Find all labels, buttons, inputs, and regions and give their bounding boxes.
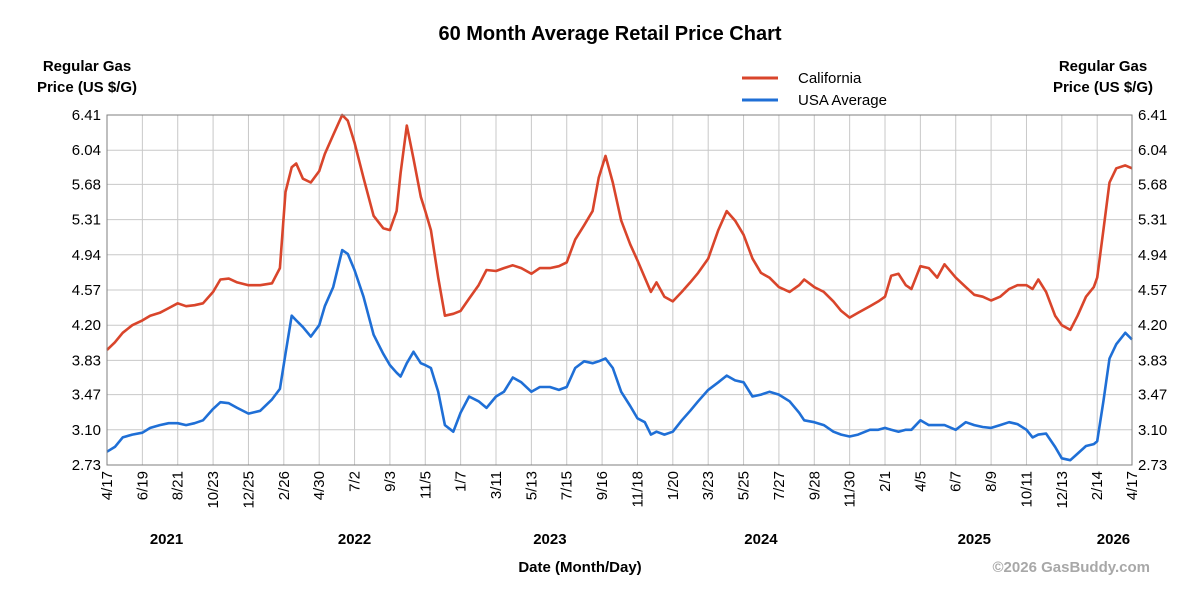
x-tick-label: 5/13 bbox=[523, 471, 540, 500]
y-tick-label-right: 4.20 bbox=[1138, 317, 1167, 334]
x-tick-label: 7/2 bbox=[347, 471, 364, 492]
y-tick-label-left: 2.73 bbox=[72, 457, 101, 474]
grid bbox=[106, 114, 1133, 466]
y-axis-title-left-line1: Regular Gas bbox=[43, 58, 131, 75]
y-tick-label-right: 3.83 bbox=[1138, 352, 1167, 369]
x-tick-label: 12/13 bbox=[1054, 471, 1071, 509]
year-labels: 2021 2022 2023 2024 2025 2026 bbox=[150, 531, 1130, 548]
x-tick-label: 8/9 bbox=[983, 471, 1000, 492]
x-tick-label: 2/26 bbox=[276, 471, 293, 500]
y-axis-title-left-line2: Price (US $/G) bbox=[37, 79, 137, 96]
x-tick-label: 8/21 bbox=[170, 471, 187, 500]
y-tick-label-left: 6.04 bbox=[72, 142, 101, 159]
year-label: 2025 bbox=[958, 531, 991, 548]
y-tick-label-right: 6.04 bbox=[1138, 142, 1167, 159]
x-tick-label: 7/15 bbox=[559, 471, 576, 500]
y-tick-label-left: 3.47 bbox=[72, 387, 101, 404]
year-label: 2023 bbox=[533, 531, 566, 548]
x-tick-label: 10/11 bbox=[1018, 471, 1035, 507]
x-tick-label: 3/23 bbox=[700, 471, 717, 500]
credit-text: ©2026 GasBuddy.com bbox=[993, 559, 1151, 576]
y-tick-label-right: 5.68 bbox=[1138, 176, 1167, 193]
y-tick-label-left: 4.20 bbox=[72, 317, 101, 334]
x-tick-label: 4/5 bbox=[912, 471, 929, 492]
plot-frame bbox=[106, 114, 1133, 466]
x-axis-title: Date (Month/Day) bbox=[518, 559, 641, 576]
year-label: 2021 bbox=[150, 531, 183, 548]
x-tick-label: 9/28 bbox=[806, 471, 823, 500]
series-line-usa-average bbox=[106, 248, 1133, 462]
x-tick-label: 5/25 bbox=[736, 471, 753, 500]
y-tick-label-right: 3.10 bbox=[1138, 422, 1167, 439]
x-tick-label: 6/19 bbox=[134, 471, 151, 500]
year-label: 2022 bbox=[338, 531, 371, 548]
y-tick-label-right: 5.31 bbox=[1138, 212, 1167, 229]
x-tick-label: 11/30 bbox=[842, 471, 859, 507]
y-tick-labels: 2.73 2.73 3.10 3.10 3.47 3.47 3.83 3.83 4.20 4.20… bbox=[72, 107, 1167, 474]
x-tick-label: 12/25 bbox=[240, 471, 257, 509]
x-tick-label: 11/5 bbox=[417, 471, 434, 499]
y-tick-label-left: 4.57 bbox=[72, 282, 101, 299]
x-tick-label: 1/20 bbox=[665, 471, 682, 500]
series-lines bbox=[106, 113, 1133, 462]
legend: California USA Average bbox=[742, 70, 887, 109]
y-tick-label-left: 4.94 bbox=[72, 247, 101, 264]
y-tick-label-left: 5.68 bbox=[72, 176, 101, 193]
legend-label-california: California bbox=[798, 70, 862, 87]
x-tick-label: 9/16 bbox=[594, 471, 611, 500]
x-tick-label: 2/14 bbox=[1089, 471, 1106, 500]
y-tick-label-right: 4.57 bbox=[1138, 282, 1167, 299]
y-axis-title-right-line2: Price (US $/G) bbox=[1053, 79, 1153, 96]
x-tick-label: 4/30 bbox=[311, 471, 328, 500]
x-tick-label: 10/23 bbox=[205, 471, 222, 509]
x-tick-label: 7/27 bbox=[771, 471, 788, 500]
y-tick-label-left: 5.31 bbox=[72, 212, 101, 229]
x-tick-label: 11/18 bbox=[629, 471, 646, 507]
y-tick-label-left: 3.83 bbox=[72, 352, 101, 369]
year-label: 2024 bbox=[744, 531, 778, 548]
x-tick-label: 2/1 bbox=[877, 471, 894, 492]
x-tick-label: 9/3 bbox=[382, 471, 399, 492]
y-tick-label-left: 3.10 bbox=[72, 422, 101, 439]
y-axis-title-right-line1: Regular Gas bbox=[1059, 58, 1147, 75]
x-tick-label: 1/7 bbox=[453, 471, 470, 492]
y-tick-label-right: 6.41 bbox=[1138, 107, 1167, 124]
y-tick-label-right: 3.47 bbox=[1138, 387, 1167, 404]
x-tick-labels: 4/17 6/19 8/21 10/23 12/25 2/26 4/30 7/2 9/3 11/5… bbox=[99, 471, 1141, 509]
y-tick-label-right: 4.94 bbox=[1138, 247, 1167, 264]
y-tick-label-right: 2.73 bbox=[1138, 457, 1167, 474]
x-tick-label: 6/7 bbox=[948, 471, 965, 492]
x-tick-label: 4/17 bbox=[99, 471, 116, 500]
chart-title: 60 Month Average Retail Price Chart bbox=[438, 23, 781, 45]
year-label: 2026 bbox=[1097, 531, 1130, 548]
x-tick-label: 4/17 bbox=[1124, 471, 1141, 500]
series-line-california bbox=[106, 113, 1133, 351]
x-tick-label: 3/11 bbox=[488, 471, 505, 499]
legend-label-usa-average: USA Average bbox=[798, 92, 887, 109]
y-tick-label-left: 6.41 bbox=[72, 107, 101, 124]
